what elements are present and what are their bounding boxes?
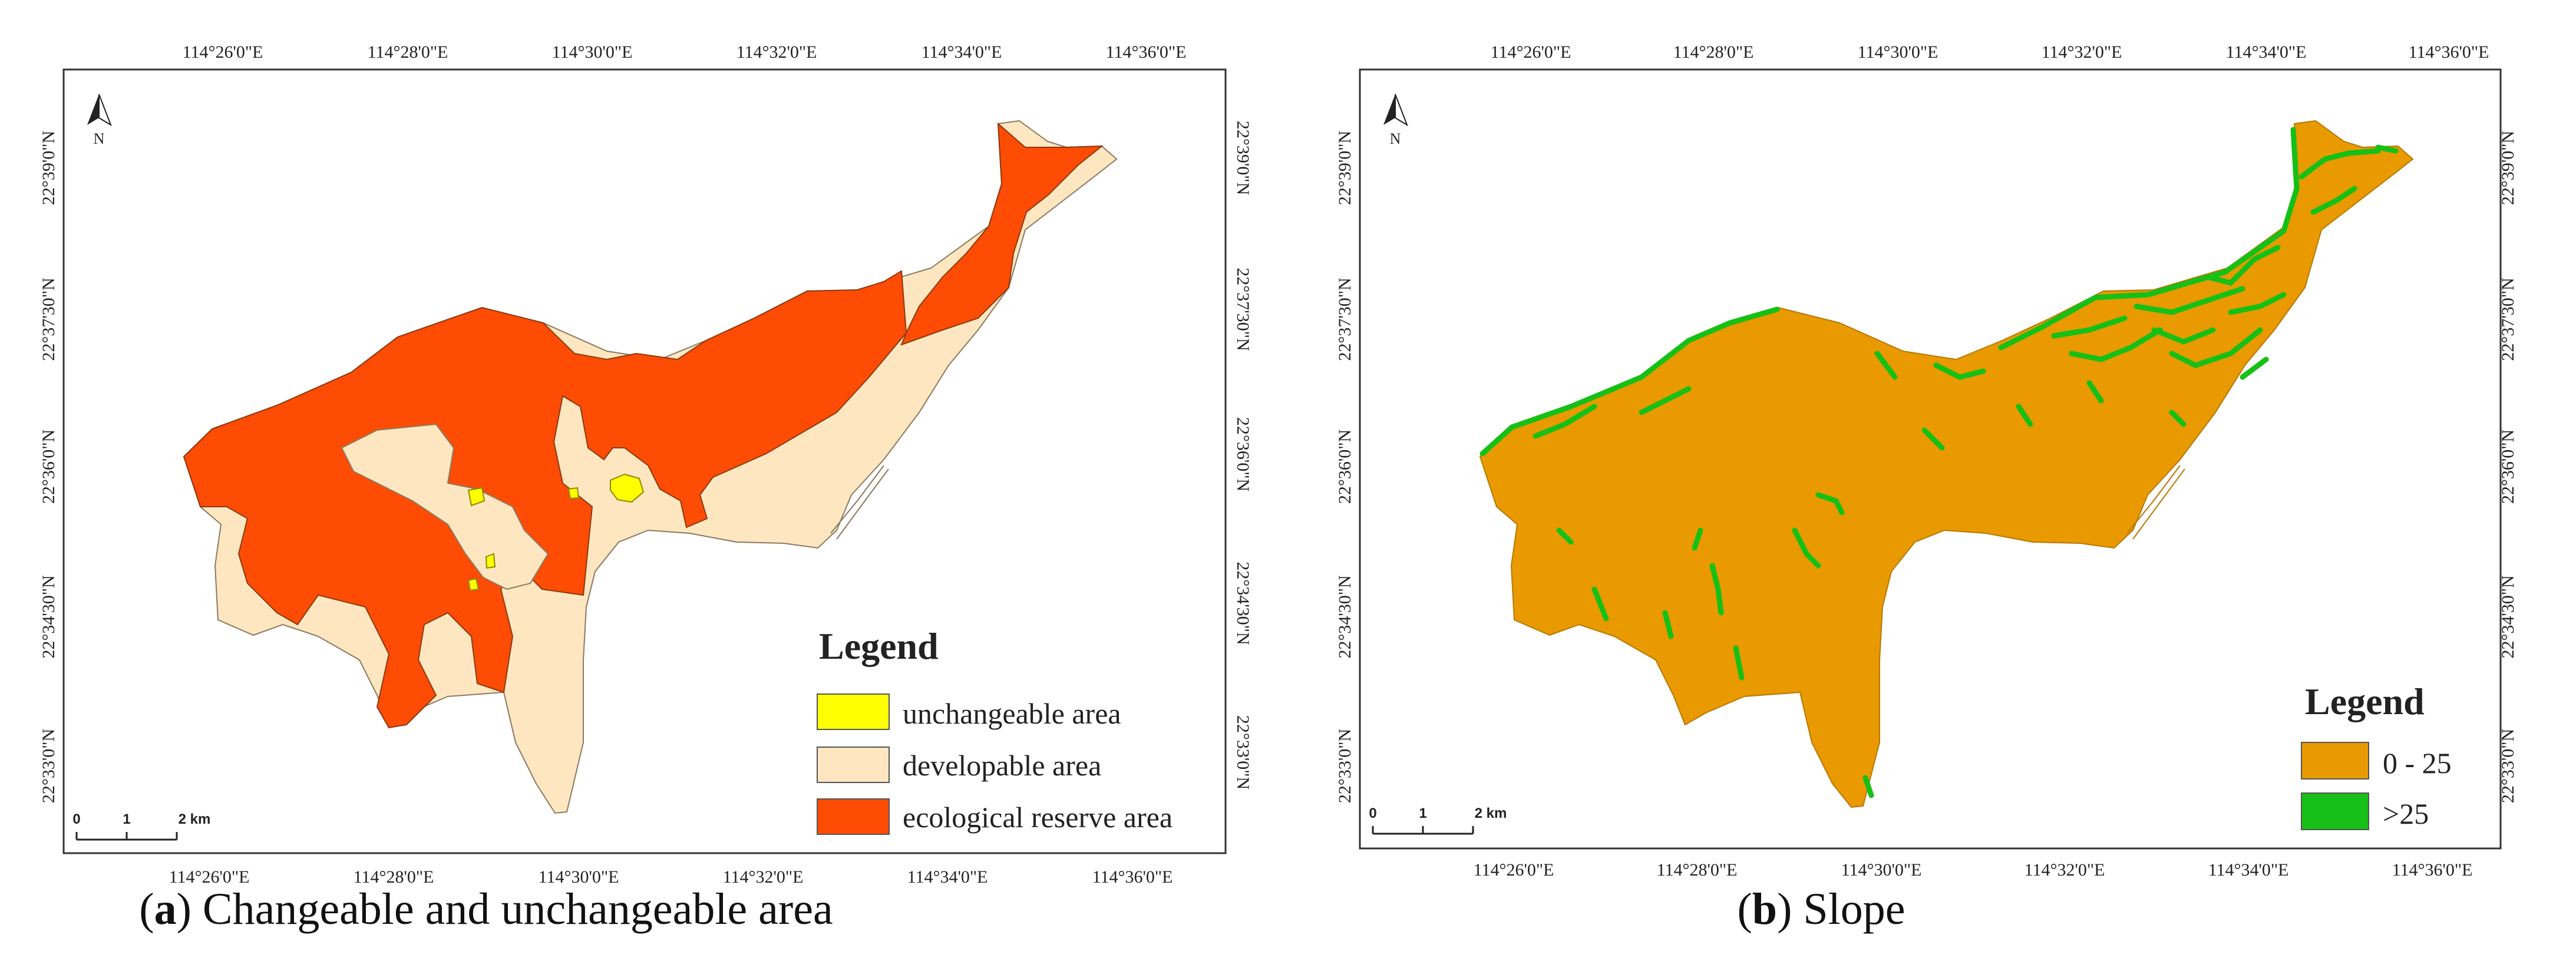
legend-title: Legend [819,625,939,667]
slope-high-region [1479,127,2399,798]
caption-text: Slope [1792,884,1905,934]
legend-swatch [2301,792,2369,830]
tick-right: 22°34'30"N [2498,575,2518,658]
legend: Legend 0 - 25 >25 [2301,681,2452,830]
bottom-ticks: 114°26'0"E 114°28'0"E 114°30'0"E 114°32'… [1474,860,2473,880]
pier-lines [2126,465,2185,540]
left-ticks: 22°39'0"N 22°37'30"N 22°36'0"N 22°34'30"… [1335,131,1355,803]
tick-left: 22°37'30"N [1335,278,1355,361]
tick-right: 22°37'30"N [2498,278,2518,361]
tick-bottom: 114°26'0"E [169,867,250,887]
tick-top: 114°34'0"E [922,42,1002,62]
ecological-reserve-region [900,122,1104,346]
tick-top: 114°36'0"E [2409,42,2489,62]
tick-bottom: 114°30'0"E [539,867,619,887]
caption-letter: b [1752,884,1778,934]
tick-bottom: 114°36'0"E [2392,860,2473,880]
tick-top: 114°32'0"E [2042,42,2122,62]
tick-left: 22°36'0"N [1335,430,1355,504]
tick-right: 22°36'0"N [2498,430,2518,504]
north-label: N [94,130,105,147]
panel-b-map-svg: 114°26'0"E 114°28'0"E 114°30'0"E 114°32'… [1335,42,2518,880]
scale-bar: 0 1 2 km [1369,805,1507,835]
tick-right: 22°39'0"N [2498,131,2518,205]
north-arrow-icon: N [87,94,112,147]
tick-bottom: 114°28'0"E [1657,860,1738,880]
tick-bottom: 114°32'0"E [2025,860,2105,880]
scale-bar: 0 1 2 km [72,811,211,841]
tick-left: 22°34'30"N [39,575,58,658]
pier-lines [830,465,889,540]
top-ticks: 114°26'0"E 114°28'0"E 114°30'0"E 114°32'… [183,42,1187,62]
slope-low-region [1479,120,2414,808]
tick-right: 22°39'0"N [1233,121,1253,195]
scale-label: 1 [1419,805,1426,821]
tick-top: 114°28'0"E [1673,42,1754,62]
legend-swatch [2301,742,2369,780]
tick-left: 22°34'30"N [1335,575,1355,658]
legend-label: >25 [2383,797,2429,830]
tick-bottom: 114°26'0"E [1474,860,1554,880]
tick-bottom: 114°34'0"E [907,867,988,887]
tick-right: 22°33'0"N [1233,715,1253,790]
developable-area-region [341,423,549,590]
legend-swatch [817,747,890,783]
tick-right: 22°36'0"N [1233,417,1253,491]
tick-top: 114°26'0"E [1491,42,1571,62]
scale-label: 0 [72,811,80,827]
tick-top: 114°30'0"E [1858,42,1938,62]
tick-left: 22°33'0"N [39,729,58,803]
caption-a: (a) Changeable and unchangeable area [139,884,833,934]
right-ticks: 22°33'0"N 22°34'30"N 22°36'0"N 22°37'30"… [1233,121,1253,790]
tick-bottom: 114°32'0"E [723,867,804,887]
tick-bottom: 114°36'0"E [1092,867,1173,887]
tick-bottom: 114°34'0"E [2208,860,2289,880]
tick-top: 114°34'0"E [2226,42,2307,62]
left-ticks: 22°39'0"N 22°37'30"N 22°36'0"N 22°34'30"… [39,131,58,803]
tick-top: 114°30'0"E [552,42,633,62]
scale-label: 2 km [1475,805,1507,821]
tick-left: 22°36'0"N [39,430,58,504]
panel-b-map: 114°26'0"E 114°28'0"E 114°30'0"E 114°32'… [1288,0,2576,971]
tick-right: 22°37'30"N [1233,267,1253,351]
tick-top: 114°32'0"E [737,42,817,62]
tick-bottom: 114°30'0"E [1841,860,1922,880]
legend-label: ecological reserve area [903,801,1173,834]
ecological-reserve-region [183,270,907,729]
legend-label: 0 - 25 [2383,747,2452,780]
legend-title: Legend [2305,681,2425,722]
north-arrow-icon: N [1383,94,1408,147]
tick-top: 114°36'0"E [1106,42,1187,62]
tick-right: 22°34'30"N [1233,562,1253,645]
tick-bottom: 114°28'0"E [354,867,434,887]
legend-label: developable area [903,749,1101,782]
caption-letter: a [154,884,177,934]
scale-label: 0 [1369,805,1376,821]
legend: Legend unchangeable area developable are… [817,625,1173,835]
top-ticks: 114°26'0"E 114°28'0"E 114°30'0"E 114°32'… [1491,42,2489,62]
scale-label: 2 km [179,811,211,827]
panel-a-map-svg: 114°26'0"E 114°28'0"E 114°30'0"E 114°32'… [39,42,1253,887]
legend-swatch [817,693,890,730]
tick-left: 22°37'30"N [39,278,58,361]
north-label: N [1390,130,1401,147]
right-ticks: 22°39'0"N 22°37'30"N 22°36'0"N 22°34'30"… [2498,131,2518,803]
caption-text: Changeable and unchangeable area [191,884,833,934]
tick-top: 114°26'0"E [183,42,263,62]
legend-swatch [817,798,890,835]
tick-left: 22°39'0"N [1335,131,1355,205]
caption-b: (b) Slope [1737,884,1905,934]
tick-top: 114°28'0"E [368,42,448,62]
panel-a-map: 114°26'0"E 114°28'0"E 114°30'0"E 114°32'… [39,42,1253,934]
unchangeable-area-region [467,473,645,592]
scale-label: 1 [123,811,130,827]
tick-left: 22°39'0"N [39,131,58,205]
bottom-ticks: 114°26'0"E 114°28'0"E 114°30'0"E 114°32'… [169,867,1173,887]
tick-left: 22°33'0"N [1335,729,1355,803]
legend-label: unchangeable area [903,697,1121,730]
tick-right: 22°33'0"N [2498,729,2518,803]
